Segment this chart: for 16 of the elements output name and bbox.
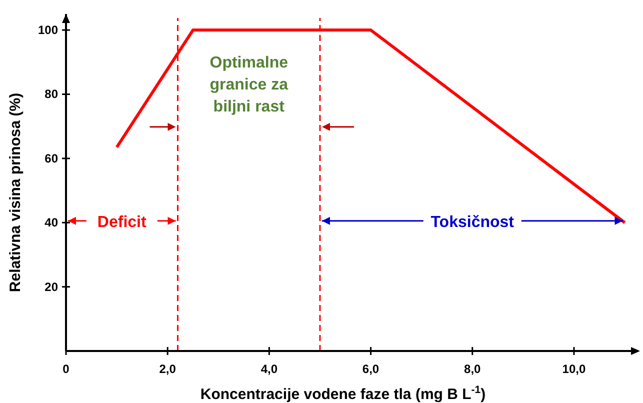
annotation: Toksičnost [430,214,515,231]
x-tick-label: 4,0 [260,362,278,376]
x-tick-label: 8,0 [464,362,482,376]
y-tick-label: 40 [44,216,58,230]
x-tick-label: 2,0 [159,362,176,376]
y-tick-label: 80 [44,87,58,102]
y-axis-title: Relativna visina prinosa (%) [7,92,24,292]
x-axis-title: Koncentracije vodene faze tla (mg B L$^{-1}$) [200,384,486,403]
x-tick-label: 0 [62,362,70,376]
y-tick-label: 60 [44,151,58,166]
annotation: Deficit [97,214,147,231]
annotation: Optimalne granice za biljni rast [210,54,288,116]
y-tick-label: 100 [38,23,58,38]
y-tick-label: 20 [44,280,58,294]
x-tick-label: 6,0 [362,362,380,376]
x-tick-label: 10,0 [562,362,586,376]
